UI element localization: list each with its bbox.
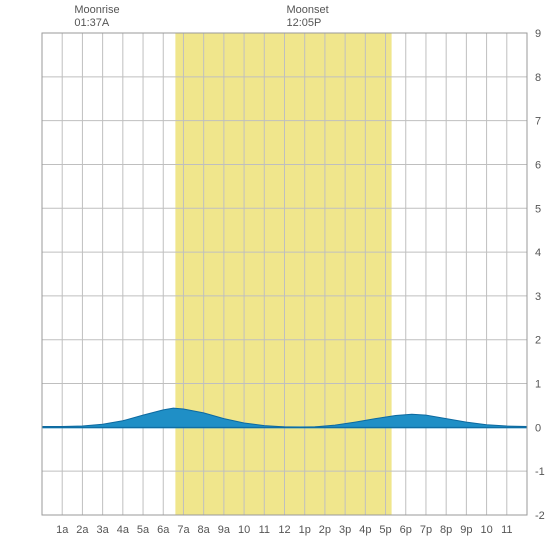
y-tick-label: 5	[535, 203, 541, 215]
x-tick-label: 3a	[97, 524, 110, 536]
y-tick-label: 4	[535, 247, 541, 259]
y-tick-label: 1	[535, 379, 541, 391]
y-tick-label: 2	[535, 335, 541, 347]
y-tick-label: 7	[535, 116, 541, 128]
moonrise-title: Moonrise	[74, 4, 119, 17]
x-tick-label: 4a	[117, 524, 130, 536]
x-tick-label: 3p	[339, 524, 351, 536]
x-tick-label: 11	[259, 524, 270, 536]
x-tick-label: 9a	[218, 524, 231, 536]
x-tick-label: 5p	[379, 524, 391, 536]
moonrise-label: Moonrise 01:37A	[74, 4, 119, 30]
moonset-title: Moonset	[287, 4, 329, 17]
x-tick-label: 8p	[440, 524, 452, 536]
y-tick-label: 6	[535, 159, 541, 171]
tide-chart: Moonrise 01:37A Moonset 12:05P -2-101234…	[0, 0, 550, 550]
x-tick-label: 6a	[157, 524, 170, 536]
x-tick-label: 10	[480, 524, 492, 536]
x-tick-label: 5a	[137, 524, 150, 536]
x-tick-label: 12	[278, 524, 290, 536]
x-tick-label: 2p	[319, 524, 331, 536]
x-tick-label: 11	[501, 524, 512, 536]
y-tick-label: -2	[535, 510, 545, 522]
moonrise-time: 01:37A	[74, 17, 119, 30]
y-tick-label: 9	[535, 28, 541, 40]
x-tick-label: 8a	[198, 524, 211, 536]
y-tick-label: 8	[535, 72, 541, 84]
x-tick-label: 2a	[76, 524, 89, 536]
chart-svg: -2-101234567891a2a3a4a5a6a7a8a9a1011121p…	[0, 0, 550, 550]
y-tick-label: 3	[535, 291, 541, 303]
x-tick-label: 9p	[460, 524, 472, 536]
x-tick-label: 7p	[420, 524, 432, 536]
y-tick-label: 0	[535, 422, 541, 434]
x-tick-label: 4p	[359, 524, 371, 536]
x-tick-label: 1p	[299, 524, 311, 536]
daylight-band	[175, 33, 391, 515]
moonset-time: 12:05P	[287, 17, 329, 30]
y-tick-label: -1	[535, 466, 545, 478]
x-tick-label: 7a	[177, 524, 190, 536]
moonset-label: Moonset 12:05P	[287, 4, 329, 30]
x-tick-label: 6p	[400, 524, 412, 536]
x-tick-label: 1a	[56, 524, 69, 536]
x-tick-label: 10	[238, 524, 250, 536]
